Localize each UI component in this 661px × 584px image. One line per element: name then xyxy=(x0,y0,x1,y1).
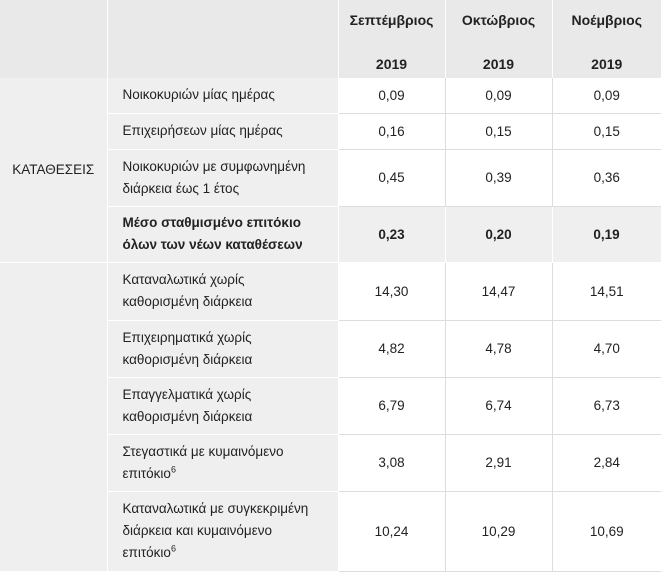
table-row: ΚΑΤΑΘΕΣΕΙΣ Νοικοκυριών μίας ημέρας 0,09 … xyxy=(0,78,661,262)
month-label: Νοέμβριος xyxy=(571,12,642,28)
footnote-marker: 6 xyxy=(170,543,176,554)
row-label-line: Επιχειρηματικά χωρίς xyxy=(122,329,252,345)
header-empty-cell xyxy=(107,0,339,78)
value-cell: 10,24 xyxy=(338,491,446,572)
value-cell: 14,47 xyxy=(445,262,553,321)
row-label: Επαγγελματικά χωρίς καθορισμένη διάρκεια xyxy=(107,377,339,435)
table-row: Επιχειρηματικά χωρίς καθορισμένη διάρκει… xyxy=(0,320,661,378)
row-label: Νοικοκυριών μίας ημέρας xyxy=(107,78,339,114)
table-row: Επαγγελματικά χωρίς καθορισμένη διάρκεια… xyxy=(0,377,661,435)
value-cell: 4,78 xyxy=(445,320,553,378)
row-label-line: επιτόκιο xyxy=(122,545,171,560)
row-label: Επιχειρηματικά χωρίς καθορισμένη διάρκει… xyxy=(107,320,339,378)
row-label-text: Επιχειρήσεων μίας ημέρας xyxy=(122,123,283,138)
value-cell: 0,15 xyxy=(552,113,661,150)
header-month-col-3: Νοέμβριος 2019 xyxy=(552,0,661,78)
value-cell: 0,36 xyxy=(552,149,661,207)
value-cell: 6,79 xyxy=(338,377,446,435)
row-label-line: καθορισμένη διάρκεια xyxy=(122,294,253,309)
table-row: Στεγαστικά με κυμαινόμενο επιτόκιο6 3,08… xyxy=(0,434,661,492)
value-cell: 0,19 xyxy=(552,206,661,263)
row-label: Επιχειρήσεων μίας ημέρας xyxy=(107,113,339,150)
row-label-line: όλων των νέων καταθέσεων xyxy=(122,237,303,252)
value-cell: 0,45 xyxy=(338,149,446,207)
value-cell: 3,08 xyxy=(338,434,446,492)
value-cell: 14,51 xyxy=(552,262,661,321)
table-header-row: Σεπτέμβριος 2019 Οκτώβριος 2019 Νοέμβριο… xyxy=(0,0,661,78)
table-row: Νοικοκυριών με συμφωνημένη διάρκεια έως … xyxy=(0,149,661,207)
table-row: Καταναλωτικά χωρίς καθορισμένη διάρκεια … xyxy=(0,261,661,571)
row-label-line: Μέσο σταθμισμένο επιτόκιο xyxy=(122,215,301,230)
average-row: Μέσο σταθμισμένο επιτόκιο όλων των νέων … xyxy=(0,206,661,263)
year-label: 2019 xyxy=(375,56,408,72)
footnote-marker: 6 xyxy=(170,464,176,474)
value-cell: 0,09 xyxy=(338,78,446,114)
header-month-col-1: Σεπτέμβριος 2019 xyxy=(338,0,446,78)
value-cell: 6,73 xyxy=(552,377,661,435)
row-label: Στεγαστικά με κυμαινόμενο επιτόκιο6 xyxy=(107,434,339,492)
row-label: Καταναλωτικά με συγκεκριμένη διάρκεια κα… xyxy=(107,491,339,572)
row-label-line: καθορισμένη διάρκεια xyxy=(122,408,253,424)
header-empty-cell xyxy=(0,0,108,78)
row-label-text: Νοικοκυριών μίας ημέρας xyxy=(122,87,275,103)
value-cell: 0,09 xyxy=(552,78,661,114)
value-cell: 0,39 xyxy=(445,149,553,207)
value-cell: 2,91 xyxy=(445,434,553,492)
year-label: 2019 xyxy=(482,56,515,72)
row-label: Καταναλωτικά χωρίς καθορισμένη διάρκεια xyxy=(107,262,339,321)
table-row: Καταναλωτικά με συγκεκριμένη διάρκεια κα… xyxy=(0,491,661,572)
value-cell: 0,16 xyxy=(338,113,446,150)
table-row: Επιχειρήσεων μίας ημέρας 0,16 0,15 0,15 xyxy=(0,113,661,150)
value-cell: 10,69 xyxy=(552,491,661,572)
value-cell: 4,82 xyxy=(338,320,446,378)
year-label: 2019 xyxy=(591,56,623,72)
value-cell: 0,20 xyxy=(445,206,553,263)
interest-rates-table: Σεπτέμβριος 2019 Οκτώβριος 2019 Νοέμβριο… xyxy=(0,0,661,572)
section-label-deposits: ΚΑΤΑΘΕΣΕΙΣ xyxy=(0,78,108,262)
month-label: Σεπτέμβριος xyxy=(349,12,434,28)
header-month-col-2: Οκτώβριος 2019 xyxy=(445,0,553,78)
value-cell: 2,84 xyxy=(552,434,661,492)
value-cell: 0,15 xyxy=(445,113,553,150)
row-label: Νοικοκυριών με συμφωνημένη διάρκεια έως … xyxy=(107,149,339,207)
row-label-line: διάρκεια έως 1 έτος xyxy=(122,180,240,196)
row-label-line: Καταναλωτικά με συγκεκριμένη xyxy=(122,501,309,516)
row-label-line: Επαγγελματικά χωρίς xyxy=(122,386,252,402)
section-label-loans xyxy=(0,261,108,571)
row-label-line: επιτόκιο xyxy=(122,465,171,481)
month-label: Οκτώβριος xyxy=(461,12,536,28)
row-label-line: καθορισμένη διάρκεια xyxy=(122,351,253,367)
value-cell: 0,23 xyxy=(338,206,446,263)
row-label: Μέσο σταθμισμένο επιτόκιο όλων των νέων … xyxy=(107,206,339,263)
row-label-line: Καταναλωτικά χωρίς xyxy=(122,272,245,287)
value-cell: 6,74 xyxy=(445,377,553,435)
row-label-line: Νοικοκυριών με συμφωνημένη xyxy=(122,158,306,174)
value-cell: 4,70 xyxy=(552,320,661,378)
value-cell: 0,09 xyxy=(445,78,553,114)
value-cell: 14,30 xyxy=(338,262,446,321)
row-label-line: Στεγαστικά με κυμαινόμενο xyxy=(122,443,284,459)
row-label-line: διάρκεια και κυμαινόμενο xyxy=(122,523,273,538)
value-cell: 10,29 xyxy=(445,491,553,572)
